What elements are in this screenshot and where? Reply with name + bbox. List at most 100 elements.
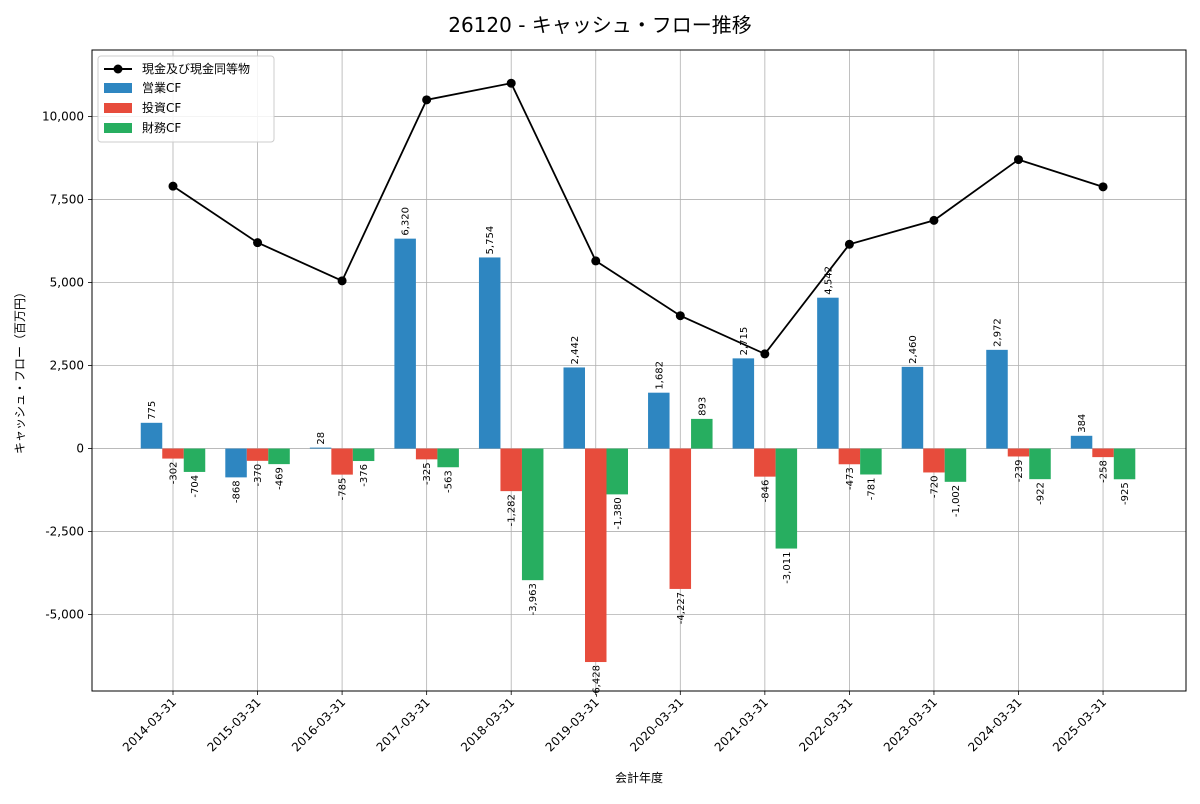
bar-label-operating: 2,460 (908, 335, 919, 364)
legend-line-marker (113, 64, 123, 74)
y-tick-label: -2,500 (45, 525, 84, 539)
bar-financing (521, 448, 544, 581)
bar-label-operating: 2,715 (739, 327, 750, 356)
bar-investing (162, 448, 184, 459)
bar-financing (1029, 448, 1051, 480)
bar-investing (585, 448, 607, 663)
x-tick-label: 2024-03-31 (965, 695, 1024, 754)
bar-label-investing: -473 (845, 467, 856, 490)
legend-label-investing: 投資CF (142, 100, 181, 115)
bar-label-investing: -785 (338, 478, 349, 501)
bar-label-financing: -376 (359, 464, 370, 487)
bar-label-investing: -302 (169, 462, 180, 485)
bar-investing (838, 448, 861, 465)
cash-point (168, 181, 178, 191)
line-layer (168, 78, 1108, 359)
y-tick-label: 2,500 (50, 359, 84, 373)
bar-label-financing: -925 (1120, 482, 1131, 505)
bar-label-investing: -6,428 (591, 665, 602, 697)
bar-investing (500, 448, 522, 492)
bar-label-investing: -325 (422, 462, 433, 485)
bar-label-investing: -1,282 (507, 494, 518, 526)
grid-layer (92, 50, 1186, 691)
bar-label-financing: -781 (866, 477, 877, 500)
bar-label-operating: 1,682 (654, 361, 665, 390)
bar-financing (437, 448, 459, 468)
legend-box (97, 55, 275, 143)
x-tick-label: 2022-03-31 (796, 695, 855, 754)
legend-label-cash: 現金及び現金同等物 (142, 61, 250, 76)
bar-financing (860, 448, 882, 475)
cash-point (506, 78, 516, 88)
legend-swatch-operating (104, 83, 132, 93)
bar-operating (901, 366, 924, 449)
bar-operating (648, 392, 670, 449)
y-axis-title: キャッシュ・フロー（百万円） (13, 286, 27, 454)
x-tick-label: 2023-03-31 (881, 695, 940, 754)
bar-financing (1113, 448, 1136, 480)
bar-label-financing: -1,002 (951, 485, 962, 517)
bar-label-operating: 2,972 (993, 318, 1004, 347)
bar-operating (394, 238, 416, 449)
x-tick-label: 2021-03-31 (712, 695, 771, 754)
cash-point (929, 215, 939, 225)
bar-investing (669, 448, 692, 589)
bar-label-operating: 384 (1077, 414, 1088, 433)
bar-label-investing: -239 (1014, 459, 1025, 482)
cash-point (591, 256, 601, 266)
y-tick-label: 0 (76, 442, 84, 456)
bar-financing (183, 448, 206, 472)
bar-label-operating: 4,542 (823, 266, 834, 295)
bar-operating (817, 297, 839, 449)
bar-label-operating: 6,320 (401, 207, 412, 236)
y-tick-label: 5,000 (50, 275, 84, 289)
y-tick-label: 10,000 (42, 109, 84, 123)
bar-label-investing: -258 (1099, 460, 1110, 483)
x-tick-label: 2014-03-31 (120, 695, 179, 754)
chart-title: 26120 - キャッシュ・フロー推移 (448, 13, 752, 37)
bar-financing (268, 448, 290, 465)
cash-point (844, 239, 854, 249)
bar-label-operating: 2,442 (570, 336, 581, 365)
cash-point (1098, 182, 1108, 192)
bar-financing (944, 448, 967, 482)
bar-label-financing: -704 (190, 475, 201, 498)
bar-financing (775, 448, 798, 549)
x-tick-label: 2019-03-31 (543, 695, 602, 754)
x-tick-label: 2025-03-31 (1050, 695, 1109, 754)
cash-point (253, 238, 263, 248)
legend-label-financing: 財務CF (142, 120, 181, 135)
cash-point (337, 276, 347, 286)
bar-investing (923, 448, 945, 473)
bar-financing (352, 448, 375, 462)
bar-operating (478, 257, 501, 449)
cash-point (422, 95, 432, 105)
legend-label-operating: 営業CF (142, 81, 181, 95)
x-tick-label: 2018-03-31 (458, 695, 517, 754)
bar-layer (140, 238, 1136, 663)
bar-label-financing: -922 (1036, 482, 1047, 505)
cash-line (172, 82, 1104, 356)
cash-point (675, 311, 685, 321)
x-axis-title: 会計年度 (615, 770, 663, 785)
bar-label-investing: -370 (253, 464, 264, 487)
bar-operating (1070, 435, 1093, 449)
bar-operating (225, 448, 247, 478)
cash-point (1014, 155, 1023, 165)
bar-label-investing: -846 (760, 480, 771, 503)
bar-label-operating: 775 (147, 401, 158, 420)
bar-label-financing: 893 (697, 397, 708, 416)
bar-label-operating: -868 (232, 480, 243, 503)
y-tick-label: 7,500 (50, 192, 84, 206)
bar-label-financing: -469 (275, 467, 286, 490)
bar-label-investing: -720 (929, 475, 940, 498)
legend-swatch-investing (104, 103, 132, 113)
bar-investing (1092, 448, 1114, 458)
bar-financing (691, 418, 713, 449)
bar-label-operating: 5,754 (485, 226, 496, 255)
bar-investing (754, 448, 776, 477)
y-tick-label: -5,000 (45, 608, 84, 622)
bar-label-financing: -3,011 (782, 552, 793, 584)
plot-frame (91, 49, 1187, 692)
